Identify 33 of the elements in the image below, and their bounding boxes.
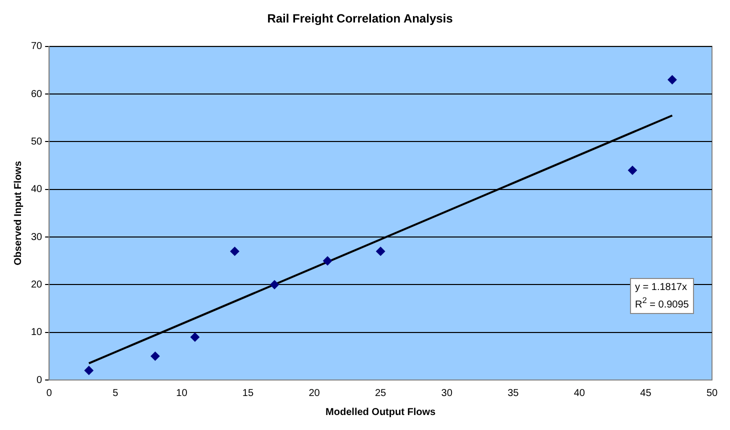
annotation: y = 1.1817x <box>635 281 688 294</box>
y-axis-title: Observed Input Flows <box>12 160 24 266</box>
y-tick-label: 20 <box>31 279 43 290</box>
x-tick-label: 15 <box>242 388 254 399</box>
y-tick-label: 30 <box>31 232 43 243</box>
point <box>376 246 386 256</box>
x-tick-label: 5 <box>112 388 119 399</box>
y-tick-label: 40 <box>31 184 43 196</box>
y-tick-label: 10 <box>31 327 43 338</box>
x-tick-label: 25 <box>375 388 387 399</box>
point <box>628 166 637 175</box>
x-tick-label: 20 <box>308 388 320 399</box>
y-tick-label: 50 <box>31 136 43 148</box>
point <box>190 332 200 342</box>
point <box>84 366 94 375</box>
annotation: R$^{2}$ = 0.9095 <box>635 294 689 312</box>
y-tick-label: 70 <box>31 41 43 52</box>
x-tick-label: 10 <box>176 388 188 399</box>
chart-title: Rail Freight Correlation Analysis <box>267 12 454 26</box>
y-tick-label: 60 <box>31 88 43 100</box>
point <box>270 280 279 290</box>
y-tick-label: 0 <box>36 374 43 386</box>
x-tick-label: 0 <box>46 388 52 399</box>
x-tick-label: 30 <box>441 388 453 399</box>
point <box>323 256 332 266</box>
point <box>668 75 677 84</box>
point <box>230 246 240 256</box>
x-tick-label: 40 <box>574 388 586 399</box>
x-axis-title: Modelled Output Flows <box>326 406 436 418</box>
x-tick-label: 50 <box>706 388 718 399</box>
x-tick-label: 35 <box>508 388 520 399</box>
x-tick-label: 45 <box>640 388 652 399</box>
point <box>150 352 160 361</box>
